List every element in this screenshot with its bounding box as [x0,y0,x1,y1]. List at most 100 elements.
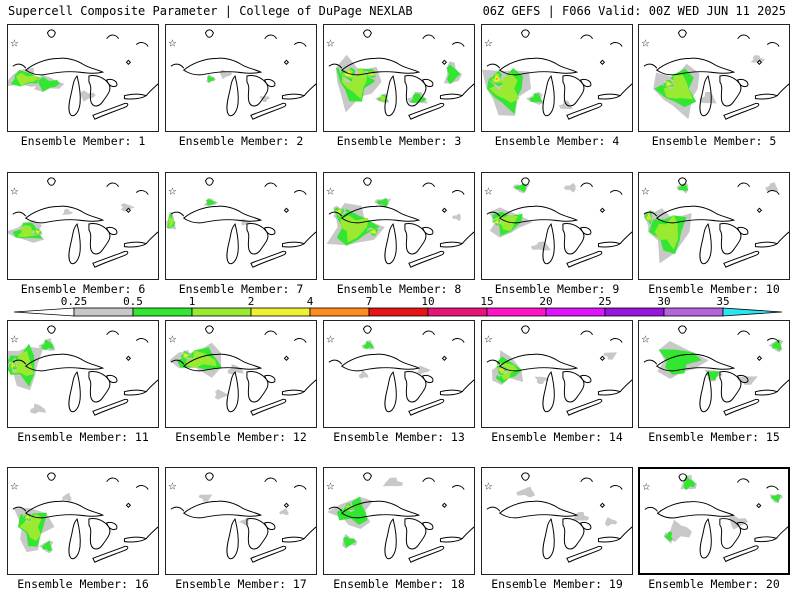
ensemble-panel-11[interactable]: ☆ [7,320,159,428]
coastline [106,182,119,188]
coastline [92,102,129,120]
coastline [246,223,276,255]
ensemble-panel-17[interactable]: ☆ [165,467,317,575]
ensemble-panel-3[interactable]: ☆ [323,24,475,132]
coastline [182,57,263,76]
colorbar-segment [722,307,783,317]
ensemble-member-label: Ensemble Member: 19 [491,577,623,591]
coastline [439,241,464,248]
ensemble-panel-6[interactable]: ☆ [7,172,159,280]
coastline [24,57,105,76]
ensemble-panel-9[interactable]: ☆ [481,172,633,280]
coastline [775,526,788,539]
scp-contour-level-2 [663,74,693,100]
coastline [404,223,434,255]
coastline [562,371,592,403]
ensemble-panel-2[interactable]: ☆ [165,24,317,132]
coastline [655,353,736,372]
coastline [451,42,465,47]
ensemble-panel-15[interactable]: ☆ [638,320,790,428]
ensemble-panel-19[interactable]: ☆ [481,467,633,575]
ensemble-member-label: Ensemble Member: 15 [648,430,780,444]
coastline [281,93,306,100]
coastline [384,371,397,413]
coastline [461,231,474,244]
coastline [754,241,779,248]
scp-map: ☆ [8,325,158,416]
coastline [46,472,56,481]
station-marker-icon: ☆ [641,187,650,198]
coastline [281,241,306,248]
ensemble-panel-12[interactable]: ☆ [165,320,317,428]
coastline [439,536,464,543]
ensemble-member-label: Ensemble Member: 17 [175,577,307,591]
ensemble-panel-13[interactable]: ☆ [323,320,475,428]
scp-contour-level-1 [376,197,388,208]
coastline [24,500,105,519]
ensemble-member-label: Ensemble Member: 8 [336,282,462,296]
coastline [619,379,632,392]
coastline [597,93,622,100]
coastline [92,250,129,268]
coastline [283,502,290,508]
ensemble-panel-4[interactable]: ☆ [481,24,633,132]
coastline [580,182,593,188]
scp-contour-level-1 [343,536,356,548]
coastline [754,93,779,100]
scp-contour-level-0 [80,90,96,102]
station-marker-icon: ☆ [168,187,177,198]
ensemble-member-label: Ensemble Member: 20 [648,577,780,591]
coastline [441,207,448,213]
ensemble-panel-10[interactable]: ☆ [638,172,790,280]
ensemble-member-label: Ensemble Member: 7 [178,282,304,296]
coastline [643,359,658,365]
coastline [737,34,750,40]
scp-map: ☆ [8,177,158,268]
coastline [24,353,105,372]
ensemble-panel-7[interactable]: ☆ [165,172,317,280]
scp-contour-level-2 [494,215,519,232]
coastline [566,250,603,268]
scp-contour-level-0 [198,494,213,502]
coastline [283,355,290,361]
scp-contour-level-0 [516,486,535,498]
colorbar-segment [545,307,606,317]
station-marker-icon: ☆ [326,187,335,198]
ensemble-panel-18[interactable]: ☆ [323,467,475,575]
ensemble-panel-5[interactable]: ☆ [638,24,790,132]
coastline [677,325,687,334]
coastline [580,34,593,40]
coastline [655,205,736,224]
scp-contour-level-0 [699,91,717,104]
coastline [542,518,555,560]
station-marker-icon: ☆ [641,39,650,50]
coastline [609,485,623,490]
colorbar-tick-label: 25 [598,296,611,308]
coastline [182,205,263,224]
station-marker-icon: ☆ [326,335,335,346]
scp-contour-level-0 [240,218,252,226]
coastline [135,338,149,343]
scp-contour-level-3 [666,82,672,86]
ensemble-panel-20[interactable]: ☆ [638,467,790,575]
coastline [264,477,277,483]
station-marker-icon: ☆ [10,187,19,198]
coastline [766,485,779,491]
ensemble-panel-1[interactable]: ☆ [7,24,159,132]
coastline [88,371,118,403]
ensemble-panel-14[interactable]: ☆ [481,320,633,428]
coastline [204,325,214,334]
coastline [404,518,434,550]
coastline [699,371,712,413]
ensemble-member-label: Ensemble Member: 10 [648,282,780,296]
coastline [756,207,763,213]
ensemble-panel-8[interactable]: ☆ [323,172,475,280]
coastline [125,355,132,361]
coastline [566,545,603,563]
coastline [384,518,397,560]
scp-map: ☆ [166,177,316,268]
scp-map: ☆ [484,325,632,416]
colorbar-segment [73,307,134,317]
coastline [170,359,185,365]
ensemble-panel-16[interactable]: ☆ [7,467,159,575]
